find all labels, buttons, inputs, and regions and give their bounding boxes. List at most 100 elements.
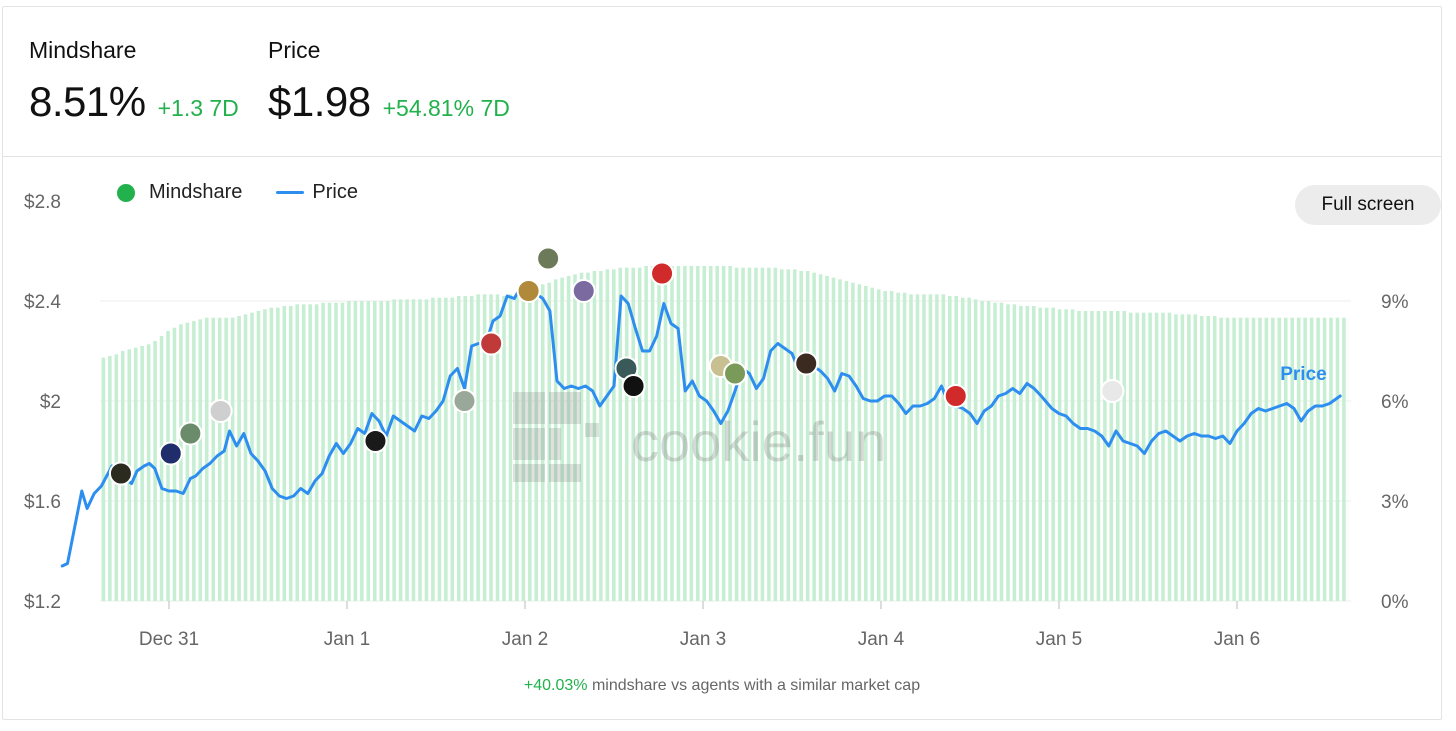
mindshare-bar	[1044, 307, 1049, 601]
mindshare-bar	[1096, 311, 1101, 601]
mindshare-bar	[1019, 306, 1023, 601]
mindshare-bar	[476, 294, 480, 601]
mindshare-bar	[450, 297, 455, 601]
mindshare-legend-dot-icon	[117, 183, 135, 202]
mindshare-price-chart: cookie.fun Price $2.8 $2.4 $2 $1.6 $1.2 9% 6% 3% 0…	[24, 192, 1409, 650]
mindshare-bar	[1206, 316, 1211, 601]
mindshare-bar	[1057, 309, 1062, 601]
avatar-6-icon	[452, 389, 477, 413]
mindshare-bar	[1296, 317, 1301, 601]
mindshare-bar	[1277, 317, 1282, 601]
mindshare-bar	[1122, 311, 1127, 601]
mindshare-bar	[631, 267, 635, 601]
mindshare-bar	[889, 291, 894, 601]
mindshare-bar	[586, 272, 590, 601]
mindshare-bar	[1284, 317, 1288, 601]
mindshare-bar	[224, 317, 228, 601]
mindshare-bar	[1161, 312, 1165, 601]
mindshare-bar	[1109, 311, 1114, 601]
legend-item-mindshare[interactable]: Mindshare	[117, 181, 242, 204]
mindshare-bar	[1290, 317, 1295, 601]
mindshare-bar	[838, 279, 842, 601]
mindshare-bar	[469, 296, 474, 601]
mindshare-bar	[276, 307, 280, 601]
mindshare-bar	[954, 296, 959, 601]
mindshare-bar	[1303, 317, 1307, 601]
y-left-tick-label: $1.2	[24, 592, 61, 613]
mindshare-bar	[263, 309, 267, 601]
mindshare-bar	[754, 267, 758, 601]
mindshare-bar	[521, 292, 526, 601]
y-left-tick-label: $2.8	[24, 192, 61, 213]
mindshare-bar	[1225, 317, 1230, 601]
watermark-text: cookie.fun	[631, 410, 886, 473]
mindshare-bar	[1187, 314, 1191, 601]
mindshare-bar	[999, 302, 1004, 601]
avatar-5-icon	[363, 429, 388, 453]
price-label: Price	[268, 37, 321, 63]
mindshare-bar	[980, 301, 984, 601]
mindshare-bar	[437, 297, 442, 601]
mindshare-bar	[993, 302, 997, 601]
mindshare-bar	[185, 322, 190, 601]
mindshare-bar	[1342, 317, 1346, 601]
mindshare-bar	[786, 269, 791, 601]
mindshare-bar	[605, 269, 610, 601]
mindshare-bar	[928, 294, 933, 601]
mindshare-bar	[1083, 311, 1088, 601]
mindshare-bar	[108, 356, 112, 601]
mindshare-bar	[456, 296, 461, 601]
mindshare-bar	[624, 267, 629, 601]
mindshare-bar	[366, 301, 371, 601]
price-change: +54.81% 7D	[382, 95, 510, 121]
mindshare-bar	[657, 266, 661, 601]
mindshare-bar	[612, 269, 616, 601]
mindshare-bar	[599, 271, 603, 601]
mindshare-value: 8.51%	[29, 78, 146, 125]
mindshare-bar	[883, 291, 887, 601]
mindshare-bar	[592, 271, 597, 601]
y-left-tick-label: $1.6	[24, 492, 61, 513]
mindshare-bar	[295, 304, 299, 601]
mindshare-bar	[515, 294, 519, 601]
mindshare-bar	[405, 299, 409, 601]
mindshare-stat: Mindshare 8.51% +1.3 7D	[29, 37, 239, 126]
mindshare-bar	[1116, 311, 1120, 601]
mindshare-bar	[321, 302, 325, 601]
mindshare-bar	[792, 269, 797, 601]
mindshare-bar	[1103, 311, 1107, 601]
mindshare-bar	[528, 291, 532, 601]
mindshare-bar	[960, 297, 965, 601]
mindshare-bar	[1212, 316, 1217, 601]
legend-item-price[interactable]: Price	[276, 181, 358, 204]
mindshare-bar	[935, 294, 939, 601]
avatar-18-icon	[1100, 379, 1125, 403]
mindshare-bar	[198, 319, 203, 601]
mindshare-bar	[1141, 312, 1146, 601]
legend-mindshare-label: Mindshare	[149, 181, 243, 203]
full-screen-button[interactable]: Full screen	[1295, 185, 1441, 225]
stats-header: Mindshare 8.51% +1.3 7D Price $1.98 +54.81…	[3, 7, 1441, 157]
mindshare-bar	[237, 316, 241, 601]
mindshare-price-card: Mindshare 8.51% +1.3 7D Price $1.98 +54.81…	[2, 6, 1442, 720]
mindshare-bar	[1038, 307, 1043, 601]
mindshare-bar	[308, 304, 312, 601]
mindshare-bar	[179, 324, 183, 601]
mindshare-bar	[256, 311, 261, 601]
mindshare-bar	[767, 267, 771, 601]
mindshare-bar	[1090, 311, 1094, 601]
avatar-12-icon	[621, 374, 646, 398]
mindshare-bar	[353, 301, 358, 601]
avatar-16-icon	[794, 351, 819, 376]
watermark-block	[549, 464, 581, 482]
mindshare-bar	[760, 267, 765, 601]
mindshare-bar	[780, 269, 784, 601]
mindshare-bar	[418, 299, 422, 601]
mindshare-bar	[269, 307, 274, 601]
avatar-13-icon	[650, 261, 675, 286]
mindshare-bar	[973, 299, 978, 601]
y-right-tick-label: 9%	[1381, 292, 1409, 313]
mindshare-bar	[502, 296, 506, 601]
x-tick-label: Jan 1	[324, 629, 370, 650]
mindshare-bar	[1032, 306, 1036, 601]
